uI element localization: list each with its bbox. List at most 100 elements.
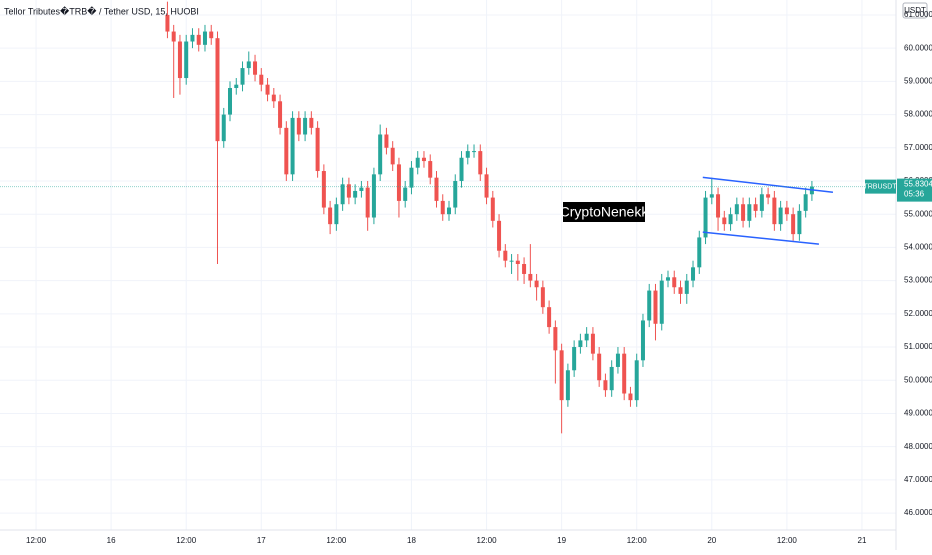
candle-body: [340, 184, 345, 205]
candle-body: [365, 187, 370, 218]
candle-body: [459, 157, 464, 181]
y-tick-label: 55.0000: [904, 209, 932, 218]
plot: [0, 1, 896, 434]
x-tick-label: 17: [257, 536, 266, 545]
candle-body: [396, 164, 401, 201]
candle-body: [653, 290, 658, 324]
x-tick-label: 21: [858, 536, 867, 545]
candle-body: [309, 117, 314, 128]
candle-body: [303, 117, 308, 135]
symbol-label: TRBUSDT: [863, 183, 897, 190]
candle-body: [265, 84, 270, 95]
candle-body: [722, 217, 727, 225]
currency-box[interactable]: [902, 2, 928, 19]
candle-body: [609, 366, 614, 391]
last-price-box: [897, 178, 932, 202]
candle-body: [522, 264, 527, 274]
candle-body: [284, 127, 289, 175]
candle-body: [559, 350, 564, 401]
candle-body: [403, 187, 408, 201]
currency: USDT: [904, 6, 926, 15]
candle-body: [534, 280, 539, 288]
x-tick-label: 16: [107, 536, 116, 545]
candle-body: [465, 151, 470, 158]
candle-body: [772, 197, 777, 225]
candle-body: [603, 380, 608, 391]
candle-body: [622, 353, 627, 394]
trend-line: [702, 176, 834, 194]
candle-body: [490, 197, 495, 221]
candle-body: [290, 117, 295, 175]
candle-body: [672, 277, 677, 288]
y-tick-label: 47.0000: [904, 475, 932, 484]
candle-body: [578, 340, 583, 348]
candle-body: [334, 204, 339, 225]
candle-body: [421, 157, 426, 162]
candle-body: [440, 200, 445, 215]
candle-body: [509, 260, 514, 262]
candle-body: [759, 194, 764, 211]
candle-body: [515, 260, 520, 265]
symbol-box: [865, 179, 896, 194]
countdown-label: 05:36: [904, 190, 925, 199]
candle-body: [640, 320, 645, 361]
candle-body: [678, 287, 683, 294]
candle-body: [778, 207, 783, 225]
candle-body: [428, 161, 433, 178]
x-tick-label: 12:00: [26, 536, 47, 545]
y-tick-label: 57.0000: [904, 143, 932, 152]
candle-body: [497, 220, 502, 251]
y-tick-label: 49.0000: [904, 409, 932, 418]
candle-body: [315, 127, 320, 172]
candle-body: [728, 214, 733, 225]
y-tick-label: 60.0000: [904, 43, 932, 52]
chart-title: Tellor Tributes�TRB� / Tether USD, 15, H…: [4, 5, 199, 16]
candle-body: [584, 333, 589, 341]
y-tick-label: 48.0000: [904, 442, 932, 451]
y-tick-label: 58.0000: [904, 110, 932, 119]
candle-body: [165, 14, 170, 32]
y-tick-label: 59.0000: [904, 76, 932, 85]
candle-body: [572, 347, 577, 371]
candle-body: [747, 204, 752, 221]
candle-body: [271, 94, 276, 102]
last-price-label: 55.8304: [904, 180, 932, 189]
candle-body: [390, 147, 395, 165]
candle-body: [597, 353, 602, 381]
candle-body: [415, 157, 420, 168]
candle-body: [328, 207, 333, 225]
candle-body: [228, 88, 233, 115]
candle-body: [371, 174, 376, 218]
candle-body: [784, 207, 789, 215]
candle-body: [547, 307, 552, 328]
x-tick-label: 18: [407, 536, 416, 545]
candle-body: [741, 204, 746, 221]
candle-body: [384, 134, 389, 148]
candle-body: [215, 38, 220, 142]
x-tick-label: 19: [557, 536, 566, 545]
candle-body: [234, 84, 239, 89]
candle-body: [634, 360, 639, 401]
candle-body: [553, 327, 558, 351]
candle-body: [196, 34, 201, 45]
candle-body: [353, 190, 358, 198]
y-tick-label: 53.0000: [904, 276, 932, 285]
candle-body: [478, 151, 483, 175]
candle-body: [472, 151, 477, 153]
x-tick-label: 12:00: [326, 536, 347, 545]
candle-body: [484, 174, 489, 198]
candle-body: [296, 117, 301, 135]
candle-body: [503, 250, 508, 261]
watermark: CryptoNenekk: [560, 204, 650, 220]
candle-body: [259, 74, 264, 85]
candle-body: [278, 101, 283, 128]
candle-body: [691, 267, 696, 281]
y-tick-label: 61.0000: [904, 10, 932, 19]
x-tick-label: 12:00: [627, 536, 648, 545]
candle-body: [171, 31, 176, 42]
candle-body: [734, 204, 739, 215]
candle-body: [202, 31, 207, 45]
